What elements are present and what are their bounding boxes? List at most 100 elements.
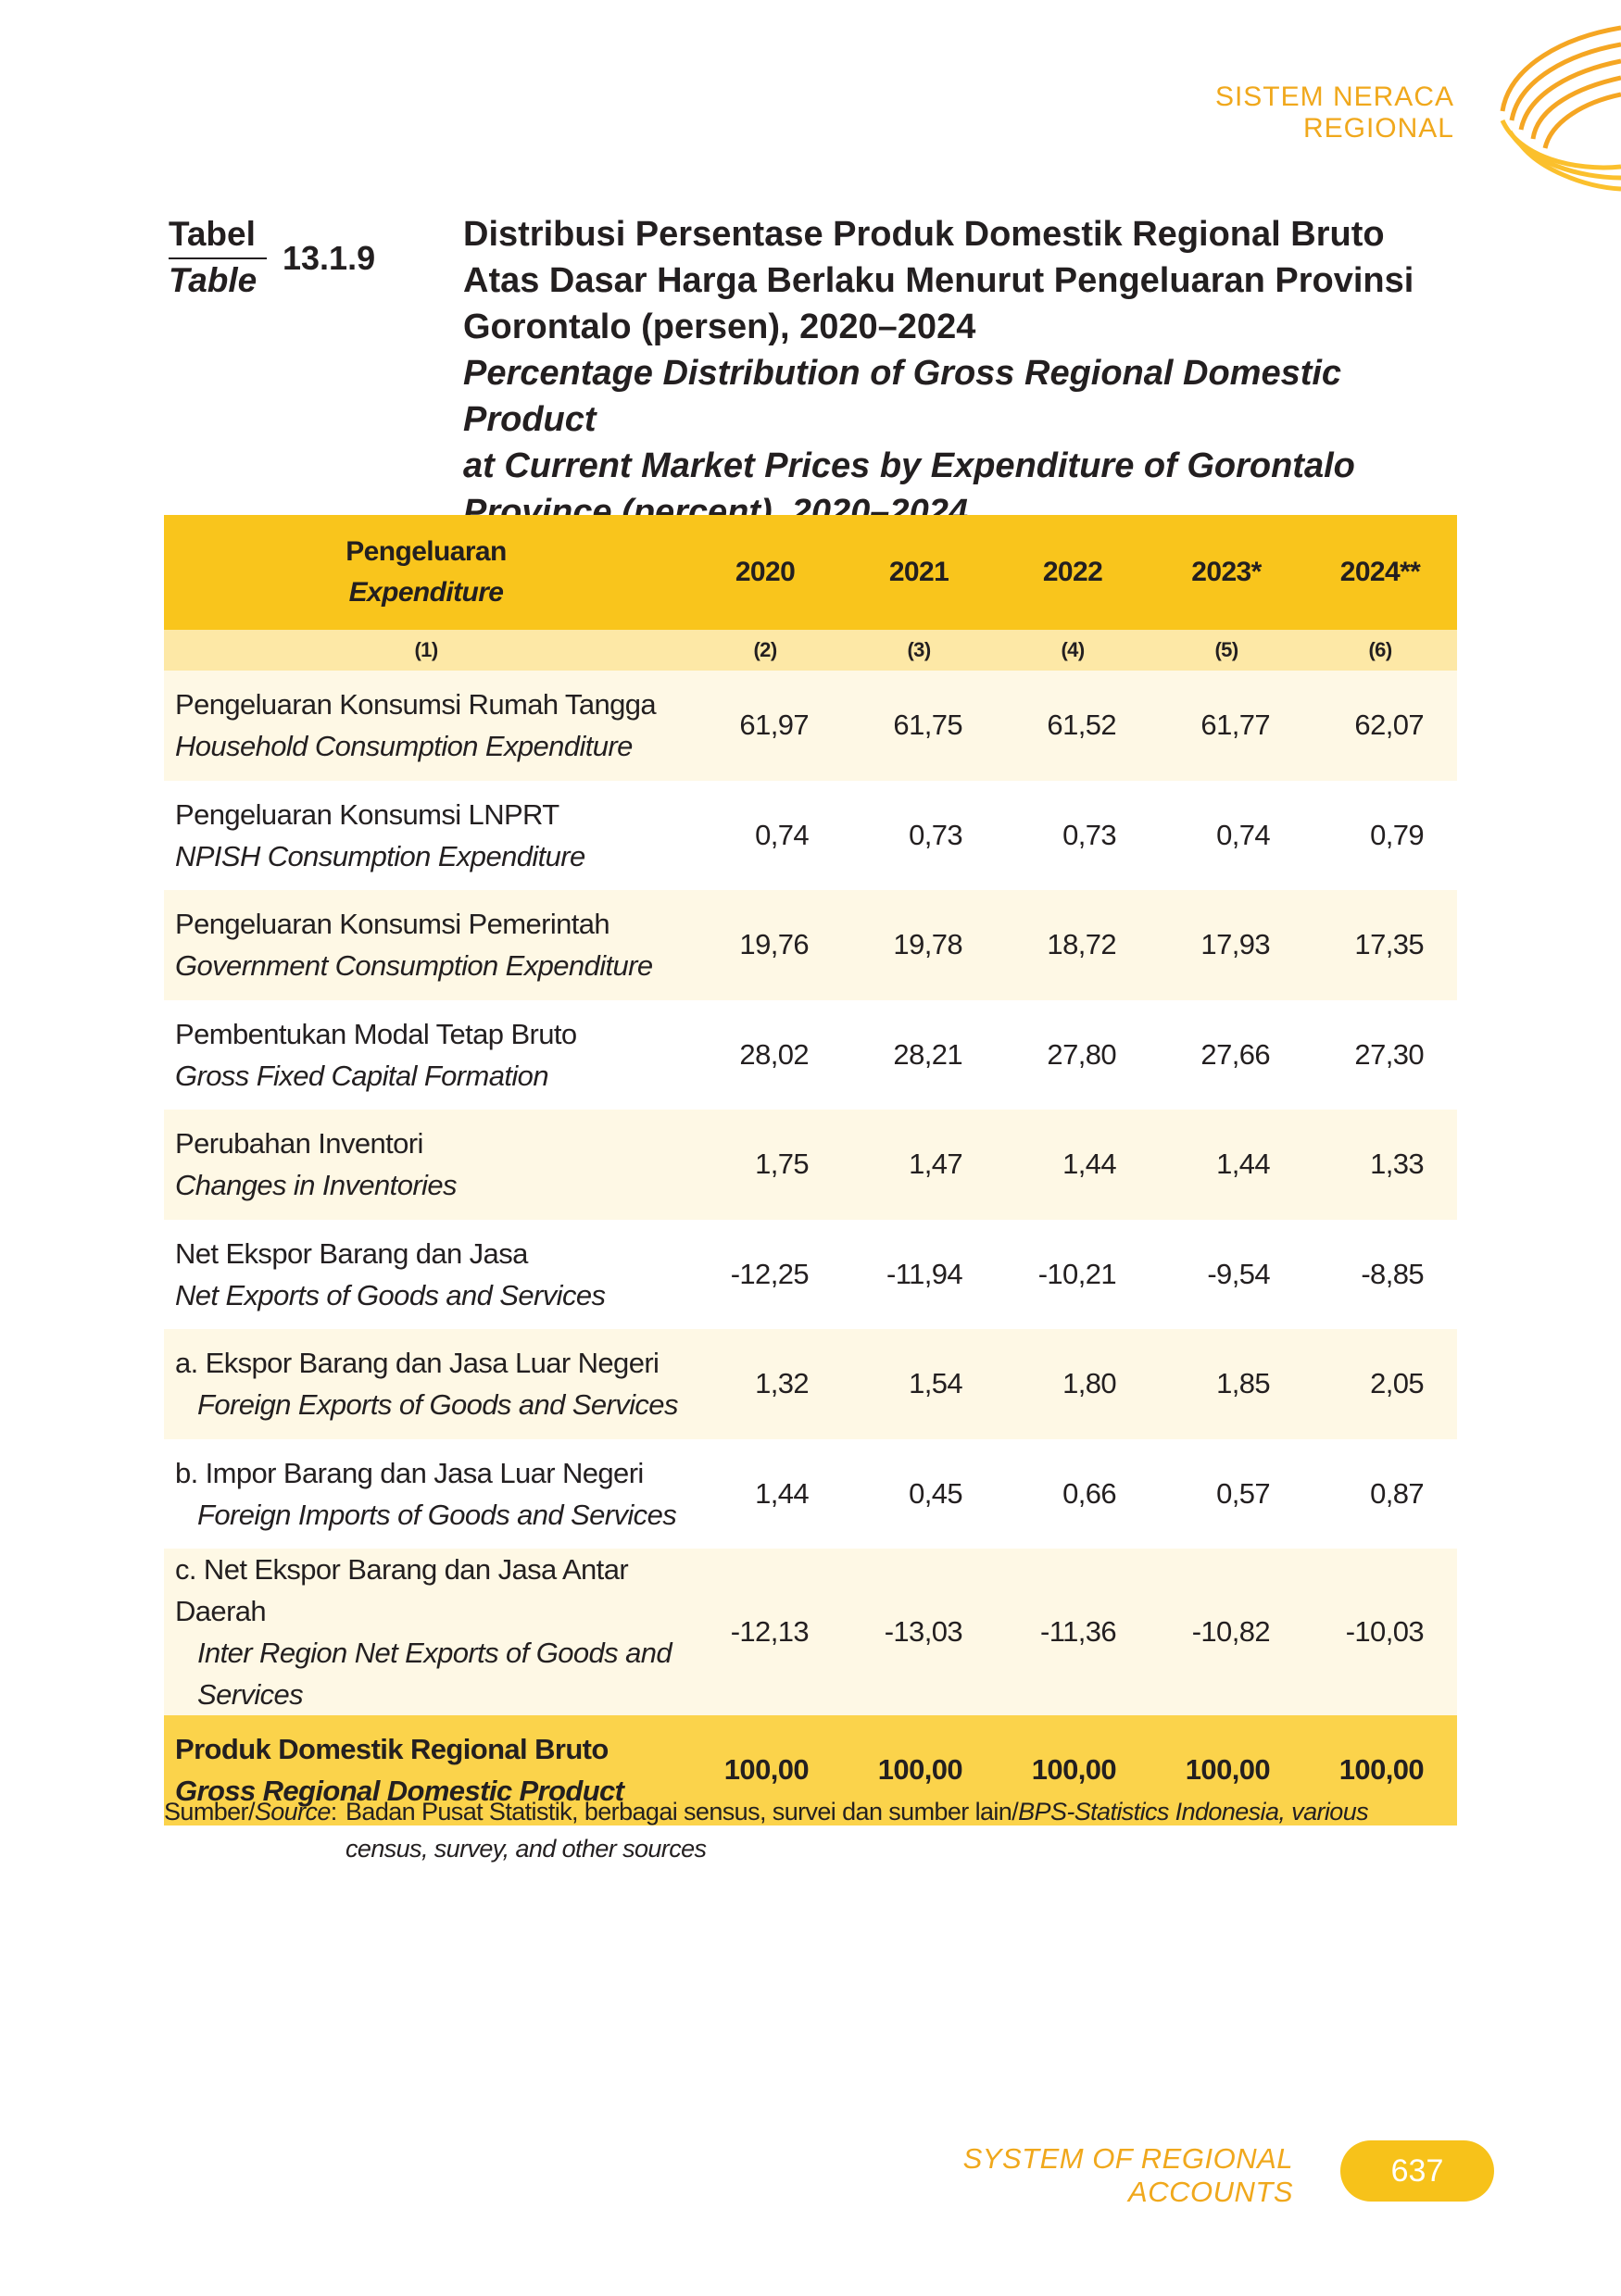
row-label: Pengeluaran Konsumsi Pemerintah Governmen… [164, 890, 688, 1000]
table-number: 13.1.9 [283, 239, 376, 277]
header-row: Pengeluaran Expenditure 2020 2021 2022 2023… [164, 515, 1457, 630]
row-label-id: Pengeluaran Konsumsi LNPRT [175, 797, 559, 831]
row-label: Pengeluaran Konsumsi LNPRT NPISH Consumpt… [164, 781, 688, 891]
year-header: 2022 [1042, 557, 1103, 587]
cell-value: -9,54 [1207, 1257, 1270, 1290]
title-line-en: Percentage Distribution of Gross Regiona… [463, 354, 1342, 439]
row-label-id: Produk Domestik Regional Bruto [175, 1733, 609, 1766]
cell-value: 1,54 [909, 1367, 963, 1400]
label-rule [169, 257, 267, 259]
cell-value: 18,72 [1047, 928, 1116, 961]
column-number: (2) [753, 638, 777, 661]
page-number: 637 [1340, 2140, 1494, 2202]
row-label: Pembentukan Modal Tetap Bruto Gross Fixed… [164, 1000, 688, 1110]
data-table: Pengeluaran Expenditure 2020 2021 2022 2023… [164, 515, 1457, 1826]
cell-value: 27,30 [1354, 1037, 1424, 1071]
cell-value: -12,25 [730, 1257, 810, 1290]
table-label-id: Tabel [169, 215, 256, 253]
year-header: 2023* [1191, 557, 1262, 587]
row-label-id: Pengeluaran Konsumsi Rumah Tangga [175, 688, 657, 721]
cell-value: 0,73 [909, 818, 963, 851]
year-header: 2020 [735, 557, 796, 587]
table-row: Pengeluaran Konsumsi Pemerintah Governmen… [164, 890, 1457, 1000]
cell-value: 100,00 [723, 1753, 810, 1787]
cell-value: 1,32 [755, 1367, 810, 1400]
column-number: (4) [1061, 638, 1085, 661]
row-label-en: Changes in Inventories [175, 1169, 457, 1202]
cell-value: 0,74 [1216, 818, 1271, 851]
row-label: b. Impor Barang dan Jasa Luar Negeri Fore… [164, 1439, 688, 1549]
row-label-en: Gross Fixed Capital Formation [175, 1059, 549, 1092]
cell-value: -10,21 [1037, 1257, 1117, 1290]
cell-value: -11,94 [886, 1257, 963, 1290]
cell-value: 0,73 [1062, 818, 1117, 851]
cell-value: 62,07 [1354, 709, 1424, 742]
cell-value: 1,44 [1216, 1148, 1271, 1181]
year-header: 2021 [888, 557, 949, 587]
cell-value: 19,78 [893, 928, 962, 961]
cell-value: 17,35 [1354, 928, 1424, 961]
cell-value: 19,76 [739, 928, 809, 961]
cell-value: -8,85 [1361, 1257, 1424, 1290]
cell-value: 0,45 [909, 1476, 963, 1510]
row-label-en: Household Consumption Expenditure [175, 730, 633, 763]
table-row: c. Net Ekspor Barang dan Jasa Antar Daer… [164, 1549, 1457, 1715]
title-line-id: Atas Dasar Harga Berlaku Menurut Pengelu… [463, 261, 1414, 300]
row-label: a. Ekspor Barang dan Jasa Luar Negeri For… [164, 1329, 688, 1439]
table-row: b. Impor Barang dan Jasa Luar Negeri Fore… [164, 1438, 1457, 1549]
cell-value: 27,80 [1047, 1037, 1116, 1071]
title-line-id: Gorontalo (persen), 2020–2024 [463, 307, 976, 346]
row-label: c. Net Ekspor Barang dan Jasa Antar Daer… [164, 1549, 688, 1715]
column-number: (1) [414, 638, 438, 661]
table-row: Perubahan Inventori Changes in Inventorie… [164, 1110, 1457, 1220]
cell-value: 100,00 [1185, 1753, 1271, 1787]
source-label-id: Sumber/ [164, 1798, 255, 1826]
cell-value: 1,80 [1062, 1367, 1117, 1400]
cell-value: 0,79 [1370, 818, 1425, 851]
row-label: Pengeluaran Konsumsi Rumah Tangga Househo… [164, 671, 688, 781]
label-header-id: Pengeluaran [346, 536, 507, 567]
row-label-id: b. Impor Barang dan Jasa Luar Negeri [175, 1456, 644, 1489]
cell-value: 100,00 [1338, 1753, 1425, 1787]
cell-value: 1,75 [755, 1148, 810, 1181]
section-header: SISTEM NERACA REGIONAL [1214, 82, 1454, 144]
row-label-id: Pembentukan Modal Tetap Bruto [175, 1017, 577, 1050]
table-row: Produk Domestik Regional Bruto Gross Regi… [164, 1715, 1457, 1826]
cell-value: 27,66 [1200, 1037, 1270, 1071]
table-row: Pengeluaran Konsumsi LNPRT NPISH Consumpt… [164, 780, 1457, 891]
table-row: Pembentukan Modal Tetap Bruto Gross Fixed… [164, 999, 1457, 1110]
source-text-en: BPS-Statistics Indonesia, various census… [346, 1798, 1369, 1863]
cell-value: 61,77 [1200, 709, 1270, 742]
row-label-en: Foreign Exports of Goods and Services [197, 1388, 678, 1422]
row-label: Net Ekspor Barang dan Jasa Net Exports of… [164, 1220, 688, 1330]
cell-value: 28,02 [739, 1037, 809, 1071]
source-text-id: Badan Pusat Statistik, berbagai sensus, … [346, 1798, 1019, 1826]
table-row: Net Ekspor Barang dan Jasa Net Exports of… [164, 1219, 1457, 1330]
cell-value: 17,93 [1200, 928, 1270, 961]
cell-value: 28,21 [893, 1037, 962, 1071]
title-line-en: at Current Market Prices by Expenditure … [463, 446, 1355, 485]
cell-value: 1,44 [1062, 1148, 1117, 1181]
row-label-id: Perubahan Inventori [175, 1127, 423, 1161]
row-label-id: Net Ekspor Barang dan Jasa [175, 1236, 528, 1270]
row-label-en: Gross Regional Domestic Product [175, 1775, 624, 1808]
cell-value: -12,13 [730, 1615, 810, 1648]
cell-value: -13,03 [884, 1615, 963, 1648]
cell-value: -11,36 [1040, 1615, 1117, 1648]
cell-value: 61,75 [893, 709, 962, 742]
column-number: (3) [907, 638, 931, 661]
table-row: a. Ekspor Barang dan Jasa Luar Negeri For… [164, 1329, 1457, 1439]
cell-value: 0,87 [1370, 1476, 1425, 1510]
label-header: Pengeluaran Expenditure [164, 515, 688, 630]
cell-value: 100,00 [1031, 1753, 1117, 1787]
row-label-id: a. Ekspor Barang dan Jasa Luar Negeri [175, 1347, 660, 1380]
cell-value: 1,33 [1370, 1148, 1425, 1181]
row-label-en: Inter Region Net Exports of Goods and Se… [197, 1637, 672, 1711]
footer-title: SYSTEM OF REGIONAL ACCOUNTS [962, 2142, 1293, 2208]
source-label-end: : [330, 1798, 337, 1826]
row-label: Perubahan Inventori Changes in Inventorie… [164, 1110, 688, 1220]
row-label-en: Government Consumption Expenditure [175, 949, 653, 983]
row-label-en: Net Exports of Goods and Services [175, 1278, 606, 1311]
table-label-en: Table [169, 261, 258, 299]
